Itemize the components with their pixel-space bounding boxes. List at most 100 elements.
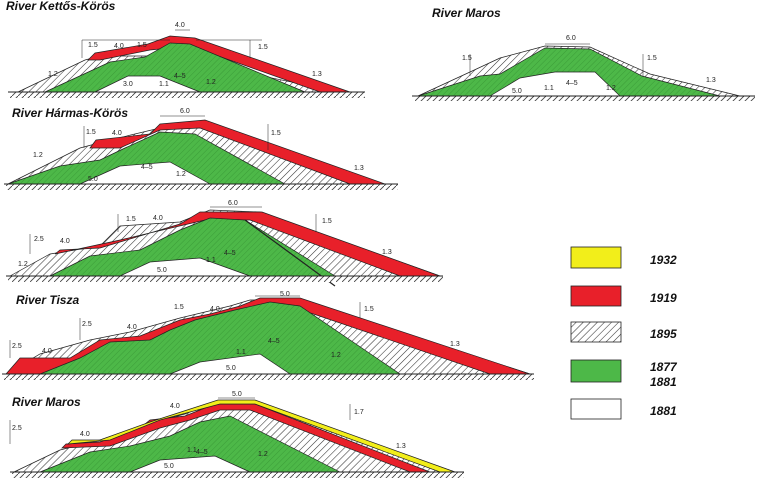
dim-height: 1.5 — [364, 306, 374, 313]
dim-width: 4–5 — [174, 73, 186, 80]
legend-item-1919: 1919 — [570, 285, 677, 307]
dim-height: 1.5 — [86, 129, 96, 136]
section-title: River Maros — [12, 395, 81, 409]
dim-height: 2.5 — [34, 236, 44, 243]
dim-crest: 6.0 — [180, 108, 190, 115]
dim-height: 2.5 — [12, 425, 22, 432]
section-title: River Kettős-Körös — [6, 0, 116, 13]
ground — [10, 92, 365, 98]
dim-slope: 1.2 — [606, 85, 616, 92]
legend-swatch-yellow — [570, 246, 622, 269]
section-maros-top: River Maros 6.0 1.5 1.5 5.0 4–5 1.2 1.3 … — [412, 6, 755, 101]
dim-slope: 1.1 — [236, 349, 246, 356]
dim-slope: 1.2 — [331, 352, 341, 359]
legend-item-1881: 1881 — [570, 398, 677, 420]
dim-slope: 1.1 — [206, 257, 216, 264]
dim-crest: 6.0 — [228, 200, 238, 207]
dim-height: 1.5 — [137, 42, 147, 49]
dim-height: 2.5 — [12, 343, 22, 350]
dim-crest: 6.0 — [566, 35, 576, 42]
dim-slope: 1.3 — [382, 249, 392, 256]
dim-width: 4–5 — [224, 250, 236, 257]
legend-label: 1877 — [650, 360, 678, 374]
dim-berm: 4.0 — [153, 215, 163, 222]
legend-label: 1932 — [650, 253, 677, 267]
dim-berm: 4.0 — [60, 238, 70, 245]
section-tisza: River Tisza 5.0 4.0 4.0 4.0 2.5 2.5 1.5 … — [2, 291, 534, 380]
legend-item-1895: 1895 — [570, 321, 677, 343]
dim-base: 3.0 — [123, 81, 133, 88]
dim-width: 4–5 — [566, 80, 578, 87]
dim-slope: 1.3 — [706, 77, 716, 84]
dim-berm: 4.0 — [112, 130, 122, 137]
layer-1919 — [54, 211, 441, 277]
ground — [8, 276, 443, 282]
dim-slope: 1.2 — [258, 451, 268, 458]
dim-berm: 4.0 — [114, 43, 124, 50]
dim-slope: 1.2 — [176, 171, 186, 178]
section-harmas-koros: River Hármas-Körös 6.0 4.0 1.5 1.5 5.0 4… — [4, 106, 398, 190]
section-title: River Tisza — [16, 293, 79, 307]
legend-label: 1881 — [650, 404, 677, 418]
legend-label: 1919 — [650, 291, 677, 305]
legend-swatch-hatched — [570, 321, 622, 343]
legend: 1932 1919 1895 1877 1881 1881 — [570, 246, 678, 420]
dim-height: 1.5 — [647, 55, 657, 62]
legend-swatch-white — [570, 398, 622, 420]
dim-slope: 1.1 — [544, 85, 554, 92]
legend-swatch-red — [570, 285, 622, 307]
dim-height: 2.5 — [82, 321, 92, 328]
ground — [415, 96, 755, 101]
section-untitled: 6.0 4.0 4.0 1.5 2.5 1.5 5.0 4–5 1.2 1.3 … — [6, 200, 443, 287]
layer-1877-1881 — [7, 131, 287, 185]
dim-base: 5.0 — [164, 463, 174, 470]
dim-width: 4–5 — [141, 164, 153, 171]
dim-crest: 5.0 — [232, 391, 242, 398]
dim-slope: 1.3 — [450, 341, 460, 348]
dim-height: 1.5 — [88, 42, 98, 49]
dim-width: 4–5 — [196, 449, 208, 456]
ground — [4, 374, 534, 380]
dim-width: 4–5 — [268, 338, 280, 345]
dim-base: 5.0 — [512, 88, 522, 95]
dim-height: 1.5 — [258, 44, 268, 51]
dim-height: 1.5 — [462, 55, 472, 62]
dim-slope: 1.3 — [354, 165, 364, 172]
dim-slope: 1.3 — [312, 71, 322, 78]
dim-berm: 4.0 — [170, 403, 180, 410]
dim-berm: 4.0 — [42, 348, 52, 355]
dim-height: 1.5 — [322, 218, 332, 225]
legend-swatch-green — [570, 359, 622, 383]
dim-slope: 1.3 — [396, 443, 406, 450]
dim-slope: 1.2 — [33, 152, 43, 159]
dim-height: 1.5 — [271, 130, 281, 137]
dim-berm: 4.0 — [80, 431, 90, 438]
dim-slope: 1.1 — [187, 447, 197, 454]
dim-slope: 1.2 — [48, 71, 58, 78]
section-maros-bottom: River Maros 5.0 4.0 4.0 2.5 1.7 5.0 4–5 … — [9, 391, 464, 478]
legend-label-second: 1881 — [650, 375, 677, 389]
layer-1877-1881 — [49, 217, 337, 277]
section-title: River Hármas-Körös — [12, 106, 128, 120]
dim-crest: 4.0 — [175, 22, 185, 29]
layer-1877-1881 — [39, 301, 402, 375]
legend-item-1932: 1932 — [570, 246, 677, 269]
section-title: River Maros — [432, 6, 501, 20]
layer-1877-1881 — [39, 415, 341, 473]
dim-height: 1.5 — [174, 304, 184, 311]
dim-berm: 4.0 — [127, 324, 137, 331]
dim-base: 5.0 — [226, 365, 236, 372]
dim-base: 5.0 — [157, 267, 167, 274]
section-kettos-koros: River Kettős-Körös 4.0 4.0 1.5 1.5 1.5 3… — [6, 0, 365, 98]
ground — [6, 184, 398, 190]
legend-label: 1895 — [650, 327, 677, 341]
dim-crest: 5.0 — [280, 291, 290, 298]
dim-berm: 4.0 — [210, 306, 220, 313]
ground — [12, 472, 464, 478]
dim-slope: 1.2 — [206, 79, 216, 86]
dim-base: 5.0 — [88, 176, 98, 183]
dim-slope: 1.2 — [18, 261, 28, 268]
dim-height: 1.5 — [126, 216, 136, 223]
legend-item-1877-1881: 1877 1881 — [570, 359, 678, 389]
